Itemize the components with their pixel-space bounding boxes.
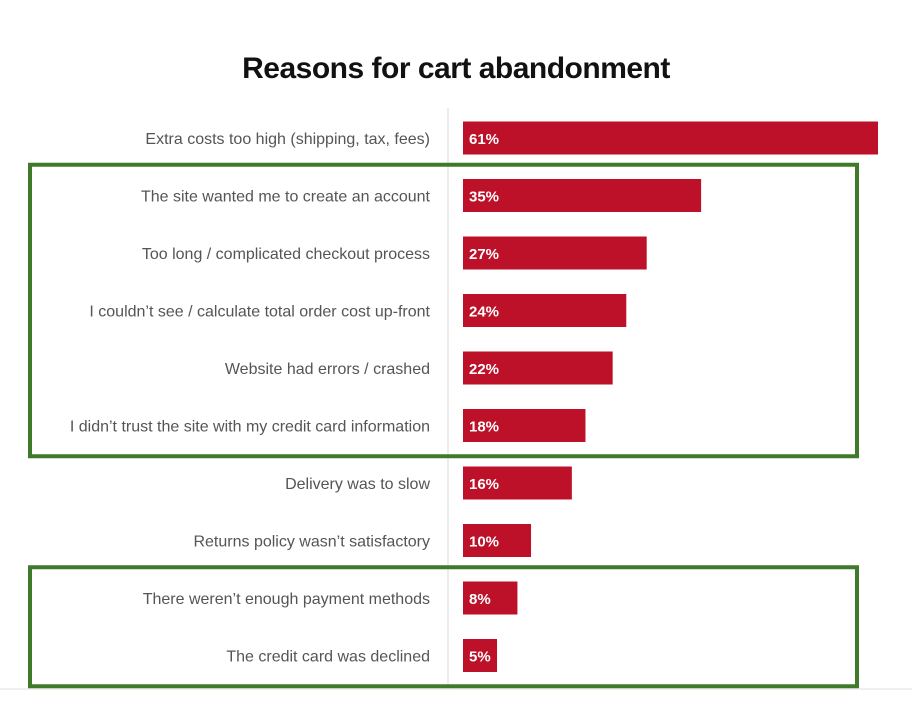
bar [463, 409, 586, 442]
highlight-box [28, 565, 859, 689]
value-label: 35% [469, 189, 499, 206]
bar [463, 466, 572, 500]
category-label: I couldn’t see / calculate total order c… [89, 304, 430, 321]
bar [463, 294, 627, 327]
category-label: Website had errors / crashed [225, 361, 430, 378]
value-label: 16% [469, 476, 499, 493]
category-label: Returns policy wasn’t satisfactory [193, 534, 430, 551]
category-label: Delivery was to slow [285, 476, 430, 493]
value-label: 18% [469, 419, 499, 436]
bar [463, 524, 532, 557]
category-label: The credit card was declined [226, 649, 430, 666]
category-label: The site wanted me to create an account [141, 189, 431, 206]
chart-title: Reasons for cart abandonment [242, 52, 670, 85]
value-label: 24% [469, 304, 499, 321]
value-label: 27% [469, 246, 499, 263]
category-label: I didn’t trust the site with my credit c… [70, 419, 430, 436]
value-label: 8% [469, 591, 491, 608]
category-label: Extra costs too high (shipping, tax, fee… [145, 131, 430, 148]
category-label: Too long / complicated checkout process [142, 246, 430, 263]
category-label: There weren’t enough payment methods [143, 591, 430, 608]
value-label: 10% [469, 534, 499, 551]
bar [463, 581, 518, 615]
bar [463, 179, 702, 212]
bar [463, 236, 647, 270]
bar [463, 351, 613, 385]
value-label: 61% [469, 131, 499, 148]
bar [463, 121, 878, 155]
value-label: 22% [469, 361, 499, 378]
highlight-box [28, 162, 859, 459]
value-label: 5% [469, 649, 491, 666]
bar [463, 639, 498, 672]
